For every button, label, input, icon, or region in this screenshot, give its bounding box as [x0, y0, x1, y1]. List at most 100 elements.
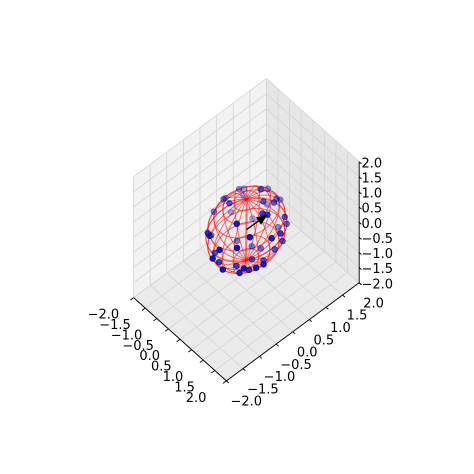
- x-tick-label: 2.0: [186, 391, 207, 406]
- y-tick: [226, 380, 230, 384]
- sphere-longitude-line: [207, 198, 247, 265]
- gridline-wall-z1: [133, 108, 267, 208]
- z-tick: [358, 221, 362, 225]
- z-tick-label: 1.5: [362, 171, 383, 186]
- gridline-wall-z1: [133, 123, 267, 223]
- x-tick: [130, 297, 134, 301]
- gridline-wall-z2: [266, 78, 360, 163]
- x-tick: [164, 328, 169, 332]
- y-tick-label: −1.0: [264, 370, 296, 385]
- y-tick: [242, 368, 246, 372]
- data-point: [240, 265, 248, 272]
- y-tick: [259, 356, 263, 359]
- data-points: [204, 185, 290, 277]
- sphere-longitude-line: [245, 185, 261, 261]
- z-tick-label: −1.5: [362, 262, 394, 277]
- data-point: [249, 215, 256, 222]
- z-tick: [358, 191, 362, 195]
- axis-ticks: −2.0−2.0−2.0−1.5−1.5−1.5−1.0−1.0−1.0−0.5…: [88, 156, 393, 409]
- gridline-floor-x: [202, 261, 337, 361]
- data-point: [246, 234, 254, 241]
- y-tick: [325, 306, 329, 310]
- data-point: [264, 185, 272, 193]
- gridline-wall-z1: [133, 138, 267, 238]
- gridline-floor-x: [214, 272, 348, 371]
- data-point: [220, 195, 227, 203]
- data-point: [235, 185, 243, 193]
- gridline-wall-z2: [266, 123, 360, 208]
- y-tick-label: 0.5: [313, 333, 334, 348]
- y-tick-label: 0.0: [297, 346, 318, 361]
- gridline-wall-z2: [266, 108, 360, 193]
- data-point: [216, 246, 223, 254]
- data-point: [219, 266, 227, 273]
- data-point: [245, 266, 253, 274]
- z-tick: [358, 176, 362, 180]
- sphere-longitude-line: [205, 198, 247, 262]
- z-tick-label: 2.0: [362, 156, 383, 171]
- data-point: [268, 235, 275, 242]
- y-tick: [309, 319, 313, 322]
- x-tick: [153, 318, 158, 322]
- z-tick-label: 0.5: [362, 202, 383, 217]
- x-tick-label: −1.5: [99, 318, 131, 333]
- z-tick-label: −1.0: [362, 247, 394, 262]
- x-tick: [222, 380, 227, 384]
- sphere-longitude-line: [245, 199, 259, 272]
- x-tick: [176, 338, 181, 343]
- data-point: [226, 200, 233, 207]
- data-point: [252, 264, 260, 271]
- data-point: [263, 201, 271, 208]
- data-point: [257, 186, 264, 193]
- arrow-shaft: [245, 220, 259, 231]
- data-point: [211, 249, 219, 256]
- x-tick-label: −1.0: [111, 328, 143, 343]
- z-tick-label: −2.0: [362, 277, 394, 292]
- x-tick-label: 0.0: [139, 349, 160, 364]
- data-point: [257, 245, 265, 252]
- x-tick-label: 1.5: [174, 380, 195, 395]
- gridline-wall-z2: [266, 138, 360, 223]
- data-point: [204, 229, 211, 237]
- data-point: [260, 198, 267, 205]
- sphere-longitude-line: [245, 185, 248, 260]
- sphere-longitude-line: [245, 199, 247, 275]
- data-point: [248, 256, 256, 263]
- gridline-floor-y: [216, 236, 310, 320]
- x-tick-label: −2.0: [88, 308, 120, 323]
- x-tick: [188, 349, 192, 353]
- data-point: [271, 246, 278, 253]
- data-point: [274, 223, 282, 231]
- gridline-wall-z1: [133, 93, 267, 193]
- data-point: [270, 199, 278, 206]
- y-tick-label: 1.5: [347, 309, 368, 324]
- y-tick-label: 2.0: [363, 296, 384, 311]
- gridline-wall-z2: [266, 93, 360, 178]
- data-point: [233, 262, 240, 269]
- y-tick-label: 1.0: [330, 321, 351, 336]
- arrow-head: [255, 214, 268, 225]
- data-point: [260, 261, 267, 268]
- x-tick-label: 1.0: [163, 370, 184, 385]
- x-tick: [141, 307, 146, 311]
- data-point: [233, 220, 240, 227]
- data-point: [240, 185, 248, 192]
- y-tick-label: −1.5: [247, 382, 279, 397]
- gridline-floor-x: [191, 251, 325, 350]
- z-tick: [358, 206, 362, 210]
- sphere-longitude-line: [234, 188, 247, 261]
- gridline-floor-y: [266, 199, 360, 284]
- y-tick-label: −0.5: [280, 358, 312, 373]
- state-arrow: [245, 214, 268, 231]
- y-tick: [342, 294, 346, 298]
- data-point: [240, 192, 247, 199]
- y-tick: [292, 331, 296, 335]
- data-point: [227, 209, 235, 216]
- data-point: [283, 220, 290, 228]
- z-tick-label: −0.5: [362, 232, 394, 247]
- sphere-longitude-line: [246, 194, 286, 261]
- gridline-wall-z1: [133, 78, 267, 177]
- data-point: [236, 269, 243, 277]
- data-point: [281, 213, 288, 221]
